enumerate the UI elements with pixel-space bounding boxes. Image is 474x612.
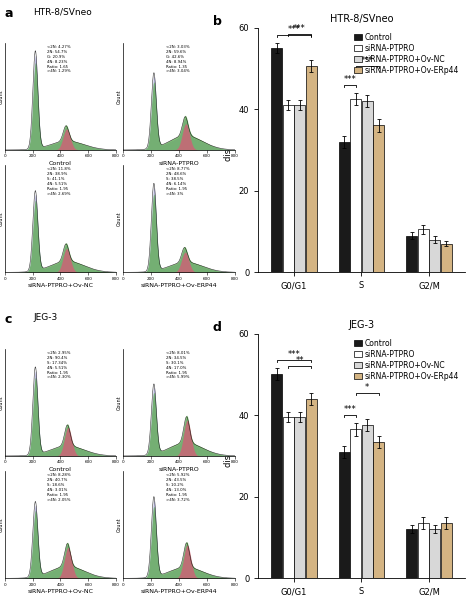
Text: JEG-3: JEG-3 — [33, 313, 57, 323]
Text: ***: *** — [344, 405, 356, 414]
Bar — [271, 375, 282, 578]
Text: b: b — [213, 15, 222, 28]
Bar — [271, 48, 282, 272]
Text: ***: *** — [293, 24, 306, 33]
Text: <2N: 8.28%
2N: 40.7%
S: 18.6%
4N: 3.01%
Ratio: 1.95
>4N: 2.05%: <2N: 8.28% 2N: 40.7% S: 18.6% 4N: 3.01% … — [47, 474, 71, 502]
Y-axis label: Count: Count — [117, 212, 122, 226]
Bar — [294, 417, 305, 578]
Y-axis label: Count: Count — [0, 395, 3, 409]
Text: <2N: 8.01%
2N: 34.5%
S: 30.1%
4N: 17.0%
Ratio: 1.95
>4N: 5.99%: <2N: 8.01% 2N: 34.5% S: 30.1% 4N: 17.0% … — [165, 351, 189, 379]
Text: c: c — [5, 313, 12, 326]
Bar — [338, 452, 350, 578]
X-axis label: siRNA-PTPRO+Ov-ERP44: siRNA-PTPRO+Ov-ERP44 — [141, 283, 217, 288]
Bar — [406, 236, 417, 272]
Text: ***: *** — [344, 75, 356, 84]
Bar — [373, 125, 384, 272]
X-axis label: Control: Control — [49, 467, 72, 472]
Bar — [362, 101, 373, 272]
Y-axis label: Cell cycle distribution (%): Cell cycle distribution (%) — [224, 96, 233, 204]
Y-axis label: Count: Count — [117, 395, 122, 409]
X-axis label: siRNA-PTPRO+Ov-ERP44: siRNA-PTPRO+Ov-ERP44 — [141, 589, 217, 594]
Y-axis label: Count: Count — [0, 212, 3, 226]
Bar — [338, 142, 350, 272]
Text: ***: *** — [287, 350, 300, 359]
Bar — [350, 430, 361, 578]
Bar — [418, 230, 429, 272]
Bar — [441, 244, 452, 272]
Bar — [294, 105, 305, 272]
Text: <2N: 3.03%
2N: 59.6%
G: 42.6%
4N: 8.94%
Ratio: 1.35
>4N: 3.04%: <2N: 3.03% 2N: 59.6% G: 42.6% 4N: 8.94% … — [165, 45, 189, 73]
Text: ***: *** — [287, 25, 300, 34]
Title: JEG-3: JEG-3 — [348, 320, 374, 330]
Text: *: * — [365, 383, 369, 392]
Bar — [283, 105, 293, 272]
Bar — [418, 523, 429, 578]
X-axis label: Control: Control — [49, 161, 72, 166]
Text: <2N: 2.95%
2N: 90.4%
S: 17.34%
4N: 5.51%
Ratio: 1.95
>4N: 2.30%: <2N: 2.95% 2N: 90.4% S: 17.34% 4N: 5.51%… — [47, 351, 71, 379]
Y-axis label: Count: Count — [0, 518, 3, 532]
Bar — [306, 399, 317, 578]
Bar — [429, 240, 440, 272]
Text: <2N: 4.27%
2N: 54.7%
G: 20.9%
4N: 8.23%
Ratio: 1.65
>4N: 1.29%: <2N: 4.27% 2N: 54.7% G: 20.9% 4N: 8.23% … — [47, 45, 71, 73]
Text: a: a — [5, 7, 13, 20]
Bar — [429, 529, 440, 578]
Y-axis label: Count: Count — [117, 518, 122, 532]
Text: <2N: 11.8%
2N: 38.9%
S: 41.1%
4N: 5.51%
Ratio: 1.95
>4N: 2.69%: <2N: 11.8% 2N: 38.9% S: 41.1% 4N: 5.51% … — [47, 167, 71, 196]
Bar — [350, 99, 361, 272]
Y-axis label: Count: Count — [117, 89, 122, 103]
Legend: Control, siRNA-PTPRO, siRNA-PTPRO+Ov-NC, siRNA-PTPRO+Ov-ERp44: Control, siRNA-PTPRO, siRNA-PTPRO+Ov-NC,… — [353, 337, 461, 382]
Text: d: d — [213, 321, 222, 334]
X-axis label: siRNA-PTPRO: siRNA-PTPRO — [159, 161, 199, 166]
Title: HTR-8/SVneo: HTR-8/SVneo — [330, 14, 393, 24]
Bar — [406, 529, 417, 578]
Bar — [441, 523, 452, 578]
X-axis label: siRNA-PTPRO+Ov-NC: siRNA-PTPRO+Ov-NC — [27, 283, 93, 288]
Text: <2N: 8.77%
2N: 48.6%
S: 38.5%
4N: 6.14%
Ratio: 1.95
>4N: 3%: <2N: 8.77% 2N: 48.6% S: 38.5% 4N: 6.14% … — [165, 167, 189, 196]
Text: HTR-8/SVneo: HTR-8/SVneo — [33, 7, 92, 17]
Text: **: ** — [295, 356, 304, 365]
Text: <2N: 5.92%
2N: 43.5%
S: 10.2%
4N: 13.0%
Ratio: 1.95
>4N: 3.72%: <2N: 5.92% 2N: 43.5% S: 10.2% 4N: 13.0% … — [165, 474, 189, 502]
X-axis label: siRNA-PTPRO: siRNA-PTPRO — [159, 467, 199, 472]
Bar — [362, 425, 373, 578]
Bar — [306, 66, 317, 272]
X-axis label: siRNA-PTPRO+Ov-NC: siRNA-PTPRO+Ov-NC — [27, 589, 93, 594]
Legend: Control, siRNA-PTPRO, siRNA-PTPRO+Ov-NC, siRNA-PTPRO+Ov-ERp44: Control, siRNA-PTPRO, siRNA-PTPRO+Ov-NC,… — [353, 31, 461, 76]
Bar — [283, 417, 293, 578]
Text: ***: *** — [361, 56, 374, 65]
Y-axis label: Cell cycle distribution (%): Cell cycle distribution (%) — [224, 402, 233, 510]
Y-axis label: Count: Count — [0, 89, 3, 103]
Bar — [373, 442, 384, 578]
